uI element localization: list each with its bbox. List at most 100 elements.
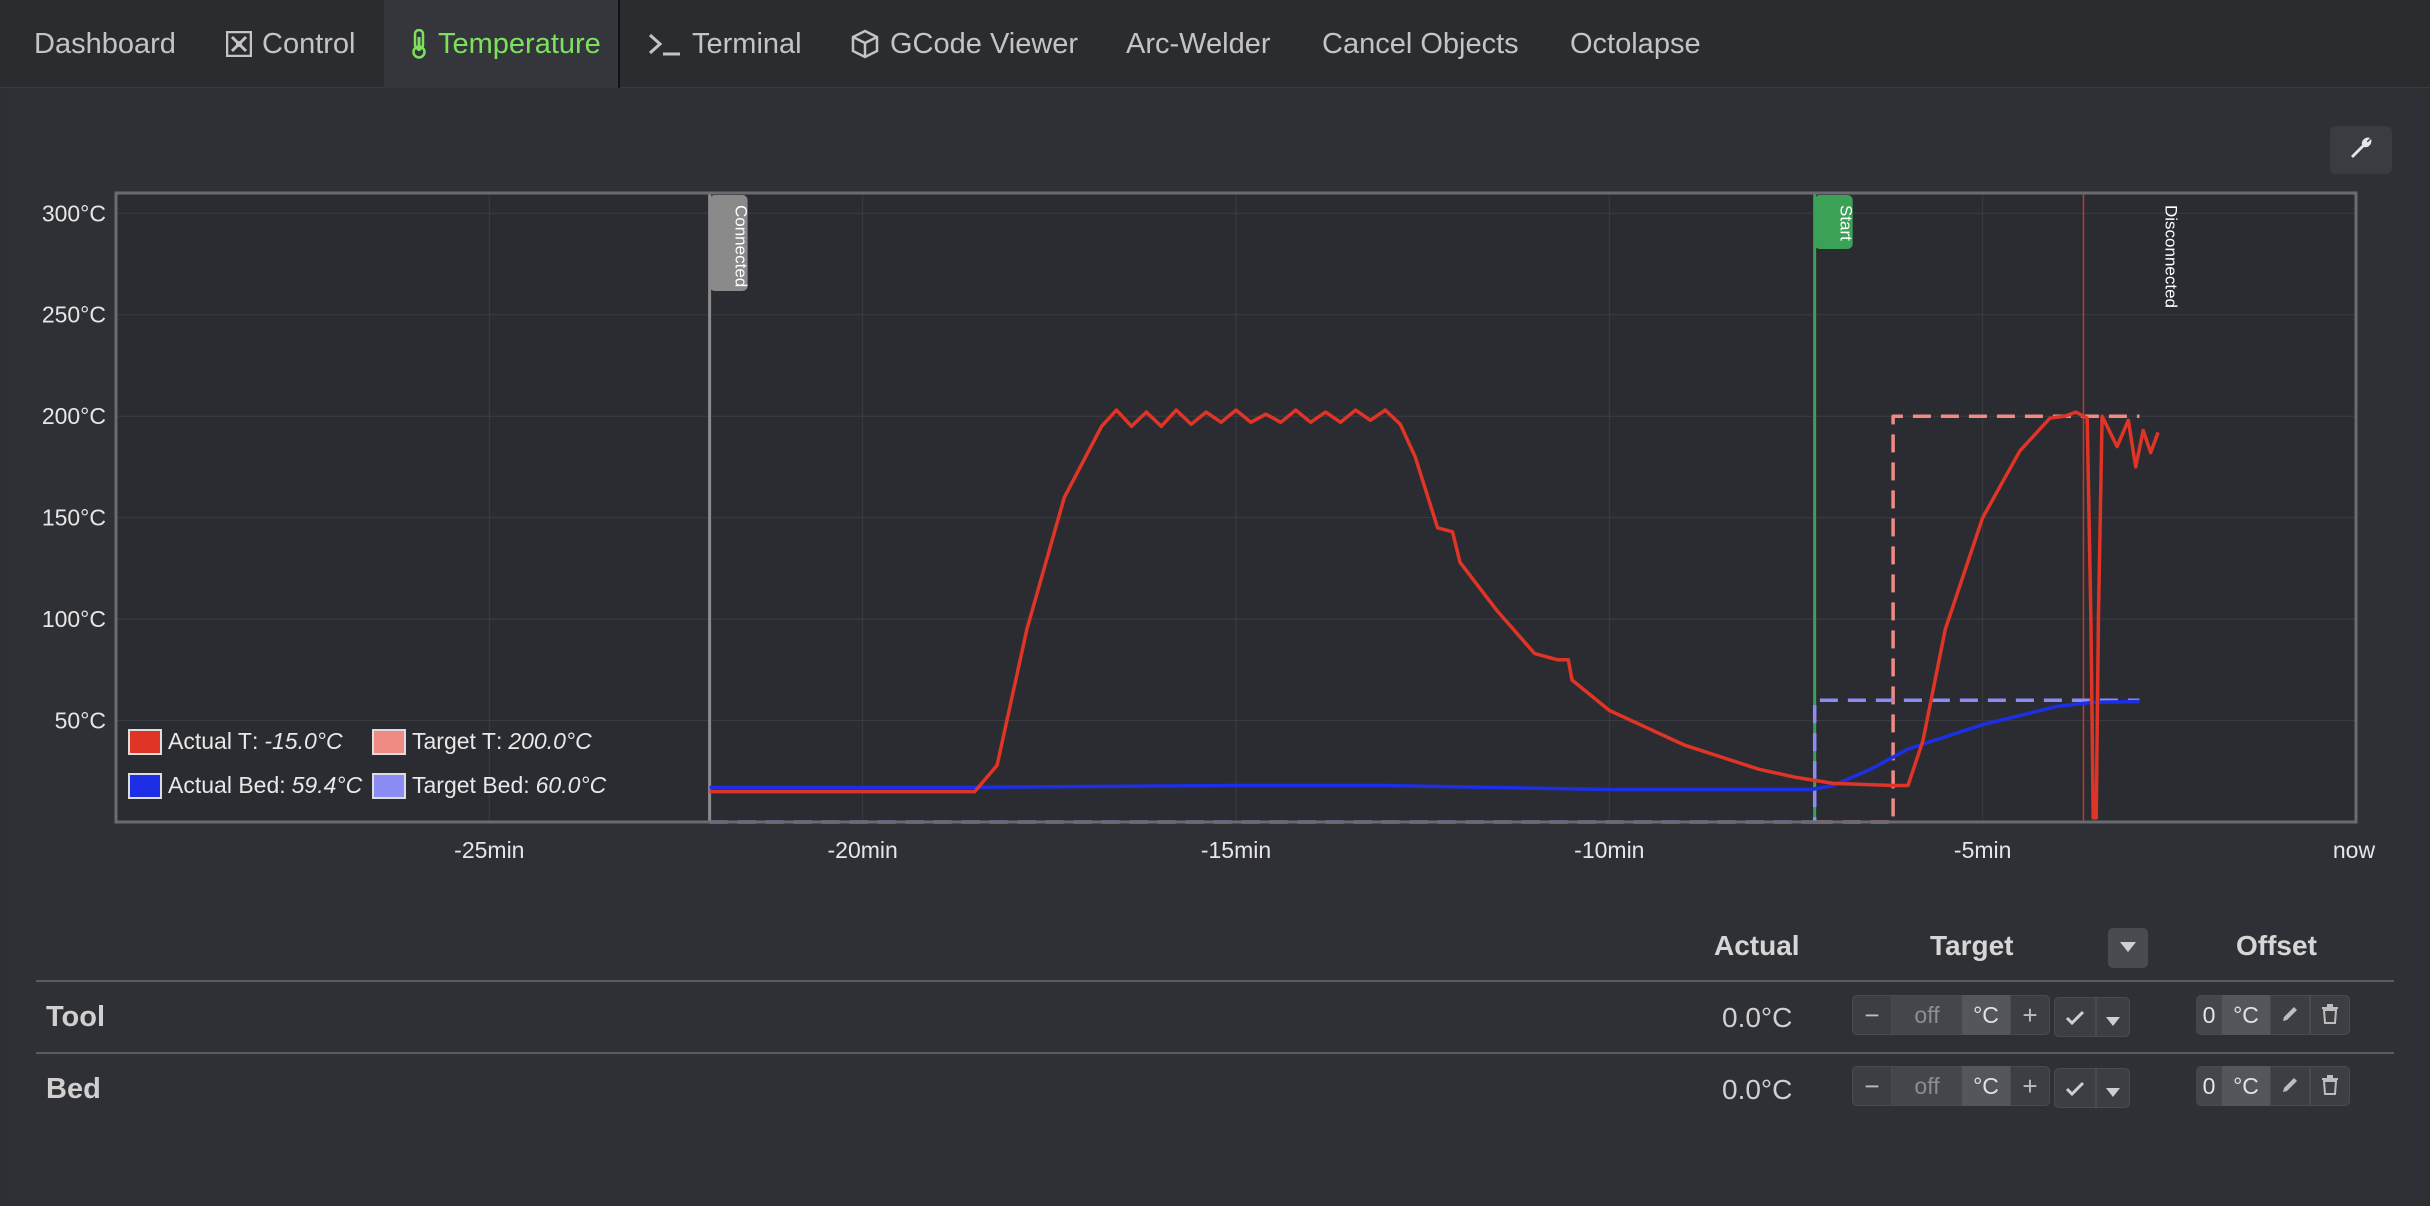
trash-icon: [2321, 1071, 2339, 1102]
tool-actual-value: 0.0°C: [1722, 1002, 1793, 1033]
tool-set-button[interactable]: [2054, 997, 2096, 1037]
tab-dashboard[interactable]: Dashboard: [34, 0, 176, 88]
y-tick-label: 150°C: [42, 505, 106, 531]
tab-label: Temperature: [438, 27, 601, 60]
x-tick-label: -15min: [1201, 837, 1271, 863]
tab-label: Arc-Welder: [1126, 27, 1271, 60]
tool-offset-edit-button[interactable]: [2270, 995, 2310, 1035]
legend-label: Actual Bed: [168, 772, 280, 798]
temperature-chart: 300°C 250°C 200°C 150°C 100°C 50°C -25min -20mi…: [42, 191, 2376, 863]
bed-target-input[interactable]: off: [1892, 1066, 1962, 1106]
tool-target-input[interactable]: off: [1892, 995, 1962, 1035]
legend-actual-bed: Actual Bed: 59.4°C: [128, 772, 362, 799]
bed-set-dropdown[interactable]: [2096, 1068, 2130, 1108]
bed-target-control: − off °C +: [1852, 1066, 2050, 1106]
tab-control[interactable]: Control: [226, 0, 356, 88]
legend-value: -15.0°C: [264, 728, 343, 754]
legend-label: Target T: [412, 728, 496, 754]
bed-increase-button[interactable]: +: [2010, 1066, 2050, 1106]
control-icon: [226, 31, 252, 57]
tab-octolapse[interactable]: Octolapse: [1570, 0, 1701, 88]
tab-temperature[interactable]: Temperature: [384, 0, 620, 88]
bed-offset-delete-button[interactable]: [2310, 1066, 2350, 1106]
y-tick-label: 50°C: [55, 708, 106, 734]
tool-offset-unit: °C: [2222, 995, 2270, 1035]
x-tick-label: -5min: [1954, 837, 2012, 863]
y-tick-label: 100°C: [42, 606, 106, 632]
x-tick-label: -25min: [454, 837, 524, 863]
marker-label-disconnected: Disconnected: [2161, 205, 2180, 308]
tool-decrease-button[interactable]: −: [1852, 995, 1892, 1035]
tool-offset-delete-button[interactable]: [2310, 995, 2350, 1035]
legend-value: 200.0°C: [508, 728, 592, 754]
caret-down-icon: [2106, 1002, 2120, 1033]
bed-set-group: [2054, 1068, 2130, 1108]
bed-actual-value: 0.0°C: [1722, 1074, 1793, 1105]
row-label-bed: Bed: [46, 1073, 101, 1105]
tab-label: GCode Viewer: [890, 27, 1079, 60]
trash-icon: [2321, 1000, 2339, 1031]
x-tick-label: now: [2333, 837, 2376, 863]
header-target: Target: [1930, 930, 2014, 961]
bed-set-button[interactable]: [2054, 1068, 2096, 1108]
bed-decrease-button[interactable]: −: [1852, 1066, 1892, 1106]
legend-swatch: [372, 728, 406, 755]
x-tick-label: -10min: [1574, 837, 1644, 863]
plot-frame: [114, 191, 2358, 824]
graph-settings-button[interactable]: [2330, 126, 2392, 174]
tab-cancel-objects[interactable]: Cancel Objects: [1322, 0, 1519, 88]
bed-target-unit: °C: [1962, 1066, 2010, 1106]
marker-tag-start: [1814, 195, 1853, 249]
cube-icon: [850, 29, 880, 59]
marker-label-connected: Connected: [732, 205, 751, 287]
check-icon: [2065, 1073, 2085, 1104]
series-line-actual-bed: [709, 699, 2140, 792]
tool-target-unit: °C: [1962, 995, 2010, 1035]
tool-set-group: [2054, 997, 2130, 1037]
tab-label: Dashboard: [34, 27, 176, 60]
pencil-icon: [2280, 1000, 2300, 1031]
bed-offset-input[interactable]: 0: [2196, 1066, 2222, 1106]
y-tick-label: 300°C: [42, 200, 106, 226]
y-tick-label: 250°C: [42, 302, 106, 328]
tool-increase-button[interactable]: +: [2010, 995, 2050, 1035]
legend-target-tool: Target T: 200.0°C: [372, 728, 592, 755]
tool-offset-input[interactable]: 0: [2196, 995, 2222, 1035]
legend-target-bed: Target Bed: 60.0°C: [372, 772, 606, 799]
tab-label: Control: [262, 27, 356, 60]
legend-swatch: [128, 772, 162, 799]
legend-swatch: [372, 772, 406, 799]
series-line-actual-t: [709, 408, 2160, 820]
tab-label: Terminal: [692, 27, 802, 60]
divider: [36, 1052, 2394, 1054]
tab-bar: Dashboard Control Temperature Terminal G…: [0, 0, 2430, 88]
caret-down-icon: [2120, 939, 2136, 957]
header-offset: Offset: [2236, 930, 2317, 961]
y-tick-label: 200°C: [42, 403, 106, 429]
tool-set-dropdown[interactable]: [2096, 997, 2130, 1037]
legend-label: Target Bed: [412, 772, 524, 798]
marker-label-start: Start: [1837, 205, 1856, 241]
caret-down-icon: [2106, 1073, 2120, 1104]
series-line-target-bed: [709, 698, 2140, 824]
tab-terminal[interactable]: Terminal: [648, 0, 802, 88]
target-presets-dropdown[interactable]: [2108, 928, 2148, 968]
tab-gcode-viewer[interactable]: GCode Viewer: [850, 0, 1078, 88]
x-tick-label: -20min: [828, 837, 898, 863]
wrench-icon: [2348, 135, 2374, 166]
divider: [36, 980, 2394, 982]
pencil-icon: [2280, 1071, 2300, 1102]
tool-target-control: − off °C +: [1852, 995, 2050, 1035]
legend-label: Actual T: [168, 728, 252, 754]
thermometer-icon: [410, 29, 428, 59]
tab-arc-welder[interactable]: Arc-Welder: [1126, 0, 1271, 88]
legend-actual-tool: Actual T: -15.0°C: [128, 728, 343, 755]
bed-offset-edit-button[interactable]: [2270, 1066, 2310, 1106]
bed-offset-control: 0 °C: [2196, 1066, 2350, 1106]
row-label-tool: Tool: [46, 1001, 106, 1033]
check-icon: [2065, 1002, 2085, 1033]
tab-label: Octolapse: [1570, 27, 1701, 60]
bed-offset-unit: °C: [2222, 1066, 2270, 1106]
marker-tag-connected: [709, 195, 748, 291]
tool-offset-control: 0 °C: [2196, 995, 2350, 1035]
